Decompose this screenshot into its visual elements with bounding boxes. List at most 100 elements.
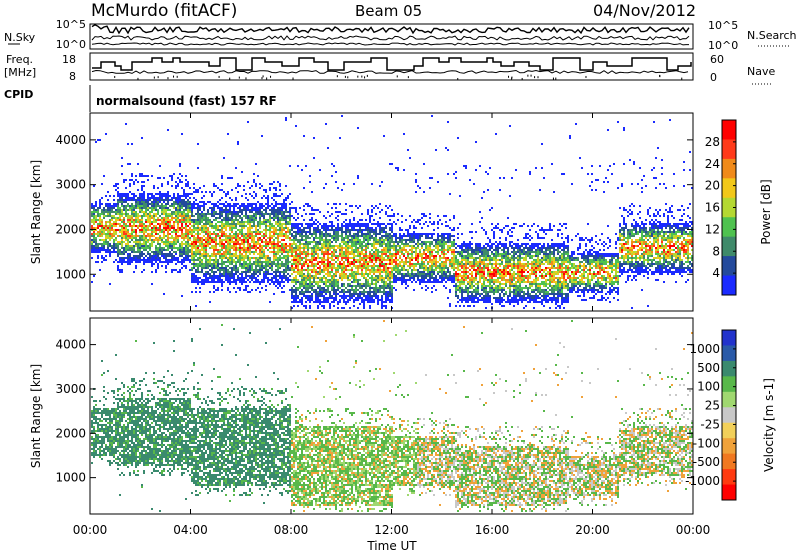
power-cell	[197, 217, 199, 219]
power-cell	[225, 227, 227, 229]
power-cell	[91, 239, 93, 241]
power-cell	[297, 233, 299, 235]
power-cell	[131, 213, 133, 215]
power-cell	[351, 243, 353, 245]
power-cell	[129, 225, 131, 227]
station-title: McMurdo (fitACF)	[91, 1, 237, 21]
power-cell	[315, 269, 317, 271]
power-cell	[351, 241, 353, 243]
power-cell	[263, 233, 265, 235]
power-cell	[263, 257, 265, 259]
power-cell	[367, 263, 369, 265]
power-cell	[387, 259, 389, 261]
power-cell	[249, 237, 251, 239]
power-cell	[275, 189, 277, 191]
power-cell	[241, 279, 243, 281]
power-cell	[319, 303, 321, 305]
power-cell	[287, 197, 289, 199]
power-cell	[153, 199, 155, 201]
power-cell	[249, 221, 251, 223]
power-cell	[285, 279, 287, 281]
power-cell	[371, 211, 373, 213]
power-cell	[255, 263, 257, 265]
power-cell	[323, 307, 325, 309]
power-cell	[113, 205, 115, 207]
power-cell	[149, 255, 151, 257]
power-cell	[389, 285, 391, 287]
power-cell	[151, 245, 153, 247]
power-cell	[347, 295, 349, 297]
power-cell	[295, 253, 297, 255]
power-cell	[151, 227, 153, 229]
power-cell	[295, 251, 297, 253]
power-cell	[157, 241, 159, 243]
power-cell	[179, 219, 181, 221]
power-cell	[97, 261, 99, 263]
power-cell	[323, 295, 325, 297]
power-cell	[303, 245, 305, 247]
power-cell	[129, 199, 131, 201]
power-cell	[345, 229, 347, 231]
power-cell	[191, 231, 193, 233]
power-cell	[341, 229, 343, 231]
power-cell	[93, 211, 95, 213]
power-cell	[129, 253, 131, 255]
power-cell	[227, 241, 229, 243]
power-cell	[129, 215, 131, 217]
power-cell	[197, 251, 199, 253]
power-cell	[171, 213, 173, 215]
power-cell	[279, 267, 281, 269]
power-cell	[203, 267, 205, 269]
power-cell	[129, 217, 131, 219]
power-cell	[133, 237, 135, 239]
power-cell	[391, 223, 393, 225]
power-cell	[223, 281, 225, 283]
power-cell	[373, 289, 375, 291]
power-cell	[345, 247, 347, 249]
power-cell	[109, 239, 111, 241]
power-cell	[305, 307, 307, 309]
power-cell	[193, 257, 195, 259]
power-cell	[107, 243, 109, 245]
power-cell	[343, 243, 345, 245]
power-cell	[139, 237, 141, 239]
power-cell	[347, 259, 349, 261]
power-cell	[145, 225, 147, 227]
power-cell	[247, 223, 249, 225]
power-cell	[281, 277, 283, 279]
power-cell	[379, 217, 381, 219]
power-cell	[277, 237, 279, 239]
power-cell	[245, 205, 247, 207]
power-cell	[377, 267, 379, 269]
power-cell	[353, 235, 355, 237]
power-cell	[373, 263, 375, 265]
power-cell	[301, 273, 303, 275]
power-cell	[91, 221, 93, 223]
power-cell	[239, 239, 241, 241]
power-cell	[131, 261, 133, 263]
power-cell	[197, 259, 199, 261]
power-cell	[321, 233, 323, 235]
power-cell	[213, 237, 215, 239]
power-cell	[297, 227, 299, 229]
power-cell	[97, 211, 99, 213]
power-cell	[287, 255, 289, 257]
power-cell	[209, 207, 211, 209]
power-cell	[155, 247, 157, 249]
power-cell	[293, 297, 295, 299]
power-cell	[287, 269, 289, 271]
power-cell	[223, 273, 225, 275]
power-cell	[117, 241, 119, 243]
power-cell	[97, 225, 99, 227]
power-cell	[265, 235, 267, 237]
power-cell	[285, 243, 287, 245]
power-cell	[93, 227, 95, 229]
power-cell	[385, 233, 387, 235]
power-cell	[311, 219, 313, 221]
power-cell	[331, 295, 333, 297]
power-cell	[259, 291, 261, 293]
power-cell	[165, 243, 167, 245]
power-cell	[97, 207, 99, 209]
power-cell	[133, 223, 135, 225]
power-cell	[187, 259, 189, 261]
